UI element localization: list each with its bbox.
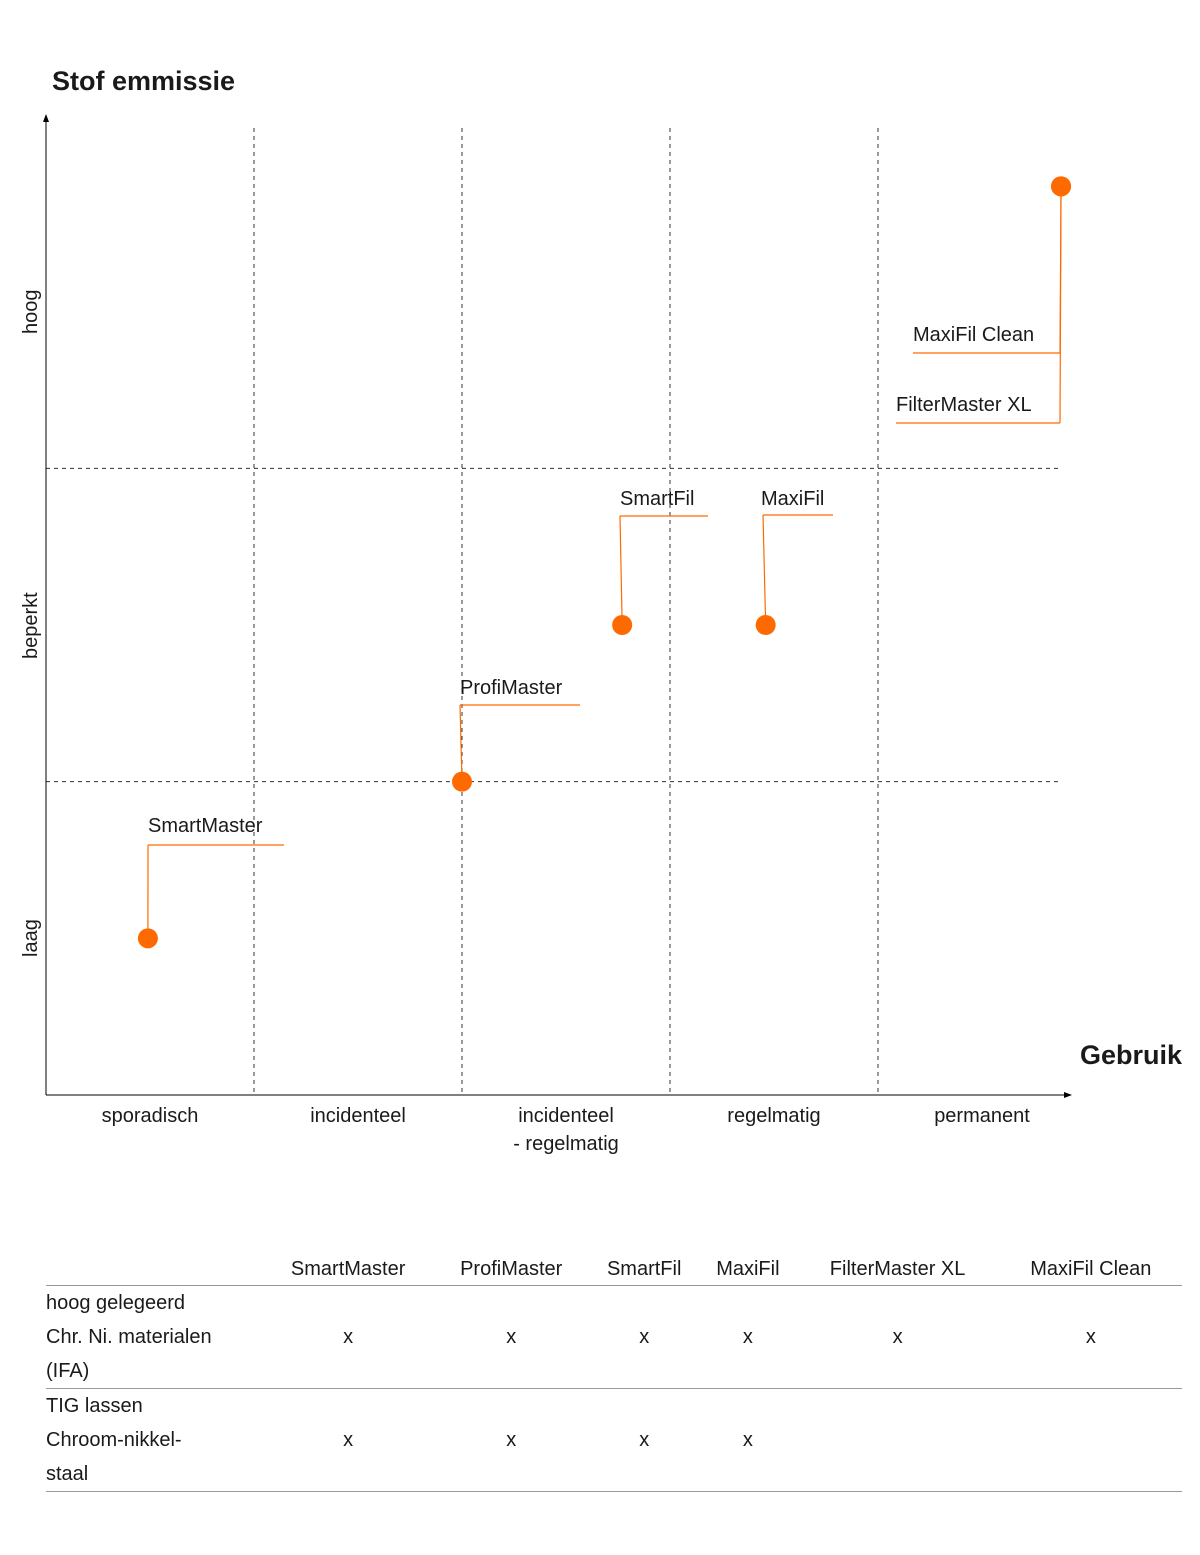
row-label-line: Chr. Ni. materialen bbox=[46, 1326, 212, 1348]
column-header: SmartMaster bbox=[262, 1256, 435, 1286]
table-row: hoog gelegeerd Chr. Ni. materialen (IFA)… bbox=[46, 1285, 1182, 1389]
table-cell: x bbox=[999, 1285, 1182, 1389]
column-header: ProfiMaster bbox=[434, 1256, 589, 1286]
row-label-line: (IFA) bbox=[46, 1360, 90, 1382]
data-point bbox=[452, 771, 472, 792]
column-header: FilterMaster XL bbox=[795, 1256, 1000, 1286]
point-label: FilterMaster XL bbox=[896, 394, 1032, 416]
point-label: SmartMaster bbox=[148, 815, 263, 837]
data-point bbox=[137, 928, 158, 949]
table-cell: x bbox=[700, 1285, 796, 1389]
y-tick-label: hoog bbox=[20, 289, 42, 335]
table-header-row: SmartMaster ProfiMaster SmartFil MaxiFil… bbox=[46, 1256, 1182, 1286]
x-tick-label: sporadisch bbox=[101, 1105, 199, 1127]
table-cell: x bbox=[262, 1285, 435, 1389]
data-point bbox=[755, 615, 776, 635]
leader-line bbox=[762, 514, 767, 626]
row-label-line: Chroom-nikkel- bbox=[46, 1429, 182, 1451]
y-tick-label: beperkt bbox=[20, 591, 42, 659]
y-tick-label: laag bbox=[20, 919, 42, 958]
row-label-line: TIG lassen bbox=[46, 1395, 143, 1417]
leader-line bbox=[1059, 186, 1062, 424]
row-label: hoog gelegeerd Chr. Ni. materialen (IFA) bbox=[46, 1285, 262, 1389]
x-tick-label: incidenteel bbox=[310, 1105, 406, 1127]
column-header: MaxiFil Clean bbox=[999, 1256, 1182, 1286]
point-label: ProfiMaster bbox=[460, 677, 563, 699]
table-cell: x bbox=[262, 1388, 435, 1492]
x-axis-arrow bbox=[1064, 1092, 1072, 1098]
column-header: MaxiFil bbox=[700, 1256, 796, 1286]
table-row: TIG lassen Chroom-nikkel- staal x x x x bbox=[46, 1388, 1182, 1492]
leader-line bbox=[459, 704, 463, 782]
data-point bbox=[612, 615, 633, 635]
table-cell: x bbox=[588, 1388, 701, 1492]
product-table: SmartMaster ProfiMaster SmartFil MaxiFil… bbox=[46, 1256, 1182, 1492]
leader-line bbox=[619, 515, 623, 626]
y-axis-title: Stof emmissie bbox=[52, 66, 236, 96]
row-label: TIG lassen Chroom-nikkel- staal bbox=[46, 1388, 262, 1492]
x-tick-label: regelmatig bbox=[727, 1105, 821, 1127]
table-cell: x bbox=[434, 1388, 589, 1492]
table-cell: x bbox=[434, 1285, 589, 1389]
row-label-line: staal bbox=[46, 1463, 89, 1485]
table-cell bbox=[795, 1388, 1000, 1492]
column-header: SmartFil bbox=[588, 1256, 701, 1286]
point-label: MaxiFil Clean bbox=[913, 324, 1035, 346]
y-axis-arrow bbox=[43, 114, 49, 122]
point-label: SmartFil bbox=[620, 488, 695, 510]
x-tick-label: permanent bbox=[934, 1105, 1030, 1127]
data-point bbox=[1051, 176, 1072, 197]
table-corner-cell bbox=[46, 1256, 262, 1286]
x-axis-title: Gebruik bbox=[1079, 1040, 1182, 1070]
table-cell bbox=[999, 1388, 1182, 1492]
table-cell: x bbox=[588, 1285, 701, 1389]
x-tick-label: incidenteel - regelmatig bbox=[513, 1105, 619, 1155]
table-cell: x bbox=[700, 1388, 796, 1492]
table-cell: x bbox=[795, 1285, 1000, 1389]
scatter-chart bbox=[43, 114, 1072, 1098]
point-label: MaxiFil bbox=[761, 488, 825, 510]
row-label-line: hoog gelegeerd bbox=[46, 1292, 186, 1314]
